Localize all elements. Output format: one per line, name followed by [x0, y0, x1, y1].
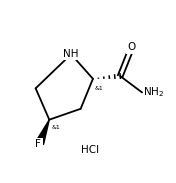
- Text: NH$_2$: NH$_2$: [143, 85, 165, 99]
- Text: O: O: [127, 42, 135, 52]
- Text: NH: NH: [63, 49, 79, 59]
- Text: F: F: [35, 139, 41, 149]
- Text: &1: &1: [52, 125, 61, 130]
- Text: &1: &1: [94, 86, 103, 91]
- Text: HCl: HCl: [81, 145, 99, 155]
- Polygon shape: [36, 120, 49, 144]
